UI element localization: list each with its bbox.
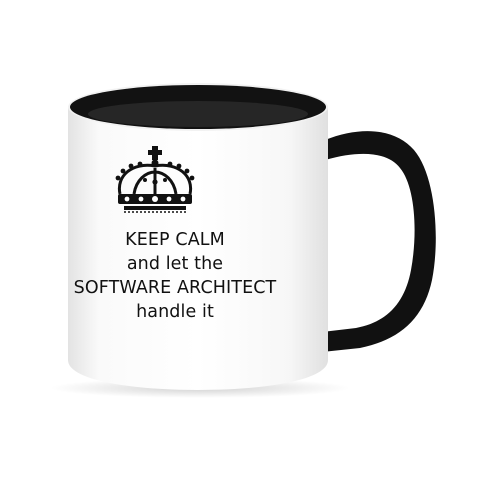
slogan-line-3: SOFTWARE ARCHITECT [30, 276, 320, 300]
interior-highlight [88, 101, 308, 127]
slogan-line-2: and let the [30, 252, 320, 276]
slogan-line-4: handle it [30, 300, 320, 324]
slogan-line-1: KEEP CALM [30, 228, 320, 252]
mug-slogan: KEEP CALM and let the SOFTWARE ARCHITECT… [30, 228, 320, 324]
mug-handle [322, 131, 436, 352]
